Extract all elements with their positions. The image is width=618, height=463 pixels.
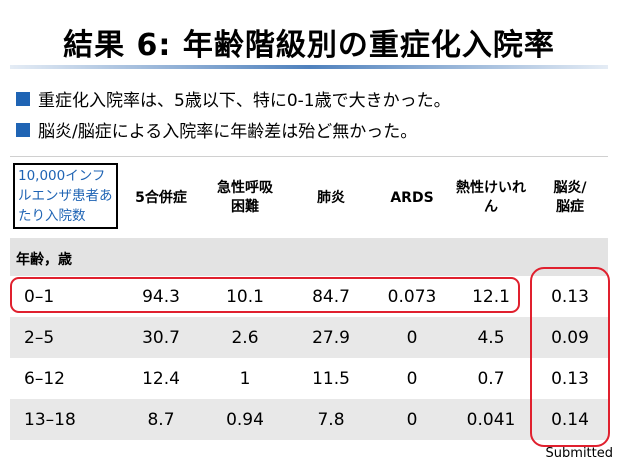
value-cell: 0.7 (477, 368, 505, 389)
submitted-note: Submitted (545, 446, 613, 461)
value-cell: 10.1 (226, 286, 264, 307)
age-section-row: 年齢，歳 (10, 238, 608, 276)
table-row: 6–12 12.4 1 11.5 0 0.7 0.13 (10, 358, 608, 399)
table-header-row: 10,000インフルエンザ患者あたり入院数 5合併症 急性呼吸困難 肺炎 ARD… (10, 156, 608, 240)
age-cell: 13–18 (24, 409, 76, 430)
highlight-row-0-1 (10, 277, 520, 313)
value-cell: 94.3 (142, 286, 180, 307)
value-cell: 12.4 (142, 368, 180, 389)
header-ards: ARDS (390, 189, 434, 206)
value-cell: 0.13 (551, 286, 589, 307)
value-cell: 2.6 (231, 327, 259, 348)
table-row: 2–5 30.7 2.6 27.9 0 4.5 0.09 (10, 317, 608, 358)
header-encephalitis: 脳炎/脳症 (532, 157, 608, 239)
value-cell: 27.9 (312, 327, 350, 348)
header-respiratory-distress-text: 急性呼吸困難 (217, 180, 273, 215)
table-row: 0–1 94.3 10.1 84.7 0.073 12.1 0.13 (10, 276, 608, 317)
title-underline (10, 65, 608, 69)
value-cell: 30.7 (142, 327, 180, 348)
value-cell: 4.5 (477, 327, 505, 348)
value-cell: 0 (406, 409, 418, 430)
table-row: 13–18 8.7 0.94 7.8 0 0.041 0.14 (10, 399, 608, 440)
header-encephalitis-text: 脳炎/脳症 (553, 180, 587, 215)
value-cell: 84.7 (312, 286, 350, 307)
slide-title: 結果 6: 年齢階級別の重症化入院率 (63, 28, 555, 63)
value-cell: 8.7 (147, 409, 175, 430)
bullet-2: 脳炎/脳症による入院率に年齢差は殆ど無かった。 (16, 117, 417, 142)
header-febrile-seizure-text: 熱性けいれん (456, 180, 526, 215)
value-cell: 0 (406, 327, 418, 348)
highlight-encephalitis-column (530, 267, 610, 447)
value-cell: 7.8 (317, 409, 345, 430)
bullet-square-icon (16, 91, 30, 106)
value-cell: 0.041 (466, 409, 516, 430)
table-header-unit-label: 10,000インフルエンザ患者あたり入院数 (13, 163, 118, 229)
value-cell: 12.1 (472, 286, 510, 307)
value-cell: 0.13 (551, 368, 589, 389)
bullet-1-text: 重症化入院率は、5歳以下、特に0-1歳で大きかった。 (38, 91, 451, 111)
value-cell: 0.073 (387, 286, 437, 307)
header-complications: 5合併症 (135, 189, 187, 206)
age-cell: 0–1 (24, 286, 55, 307)
value-cell: 0.14 (551, 409, 589, 430)
header-pneumonia: 肺炎 (317, 189, 345, 206)
value-cell: 0 (406, 368, 418, 389)
value-cell: 0.94 (226, 409, 264, 430)
value-cell: 11.5 (312, 368, 350, 389)
header-respiratory-distress: 急性呼吸困難 (205, 157, 285, 239)
age-cell: 2–5 (24, 327, 55, 348)
header-febrile-seizure: 熱性けいれん (450, 157, 532, 239)
bullet-1: 重症化入院率は、5歳以下、特に0-1歳で大きかった。 (16, 86, 451, 111)
bullet-square-icon (16, 122, 30, 137)
age-cell: 6–12 (24, 368, 65, 389)
value-cell: 1 (239, 368, 251, 389)
age-section-label: 年齢，歳 (16, 252, 72, 268)
bullet-2-text: 脳炎/脳症による入院率に年齢差は殆ど無かった。 (38, 122, 418, 142)
value-cell: 0.09 (551, 327, 589, 348)
